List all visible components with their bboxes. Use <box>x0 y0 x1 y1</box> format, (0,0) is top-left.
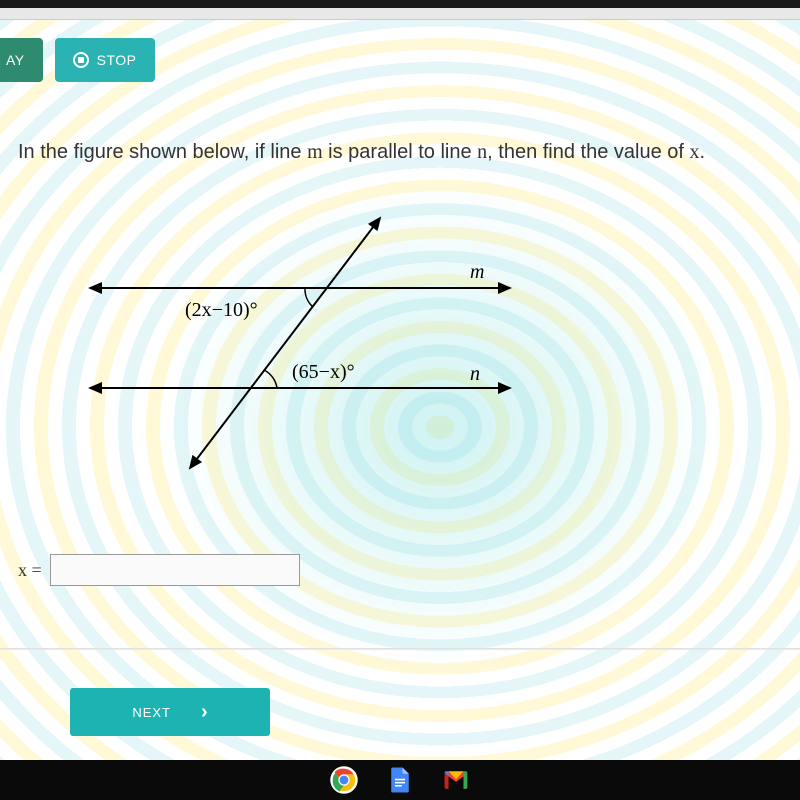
play-button-label: AY <box>6 52 25 68</box>
answer-row: x = <box>18 554 300 586</box>
geometry-figure: m n (2x−10)° (65−x)° <box>80 208 550 488</box>
figure-svg: m n (2x−10)° (65−x)° <box>80 208 550 488</box>
media-buttons: AY STOP <box>0 38 155 82</box>
answer-label: x = <box>18 560 42 581</box>
stop-icon <box>73 52 89 68</box>
stop-button-label: STOP <box>97 52 137 68</box>
window-topbar <box>0 8 800 20</box>
transversal <box>190 218 380 468</box>
question-text: In the figure shown below, if line m is … <box>18 138 782 166</box>
angle-1-label: (2x−10)° <box>185 299 258 321</box>
docs-icon[interactable] <box>385 765 415 795</box>
angle-2-label: (65−x)° <box>292 361 355 383</box>
line-n-label: n <box>470 363 480 385</box>
next-button[interactable]: NEXT › <box>70 688 270 736</box>
chevron-right-icon: › <box>201 701 208 724</box>
angle-arc-1 <box>305 288 313 307</box>
app-screen: AY STOP In the figure shown below, if li… <box>0 8 800 770</box>
play-button[interactable]: AY <box>0 38 43 82</box>
taskbar <box>0 760 800 800</box>
angle-arc-2 <box>264 370 277 388</box>
stop-button[interactable]: STOP <box>55 38 155 82</box>
section-divider <box>0 648 800 650</box>
gmail-icon[interactable] <box>441 765 471 795</box>
line-m-label: m <box>470 261 484 283</box>
answer-input[interactable] <box>50 554 300 586</box>
chrome-icon[interactable] <box>329 765 359 795</box>
next-button-label: NEXT <box>132 705 171 720</box>
